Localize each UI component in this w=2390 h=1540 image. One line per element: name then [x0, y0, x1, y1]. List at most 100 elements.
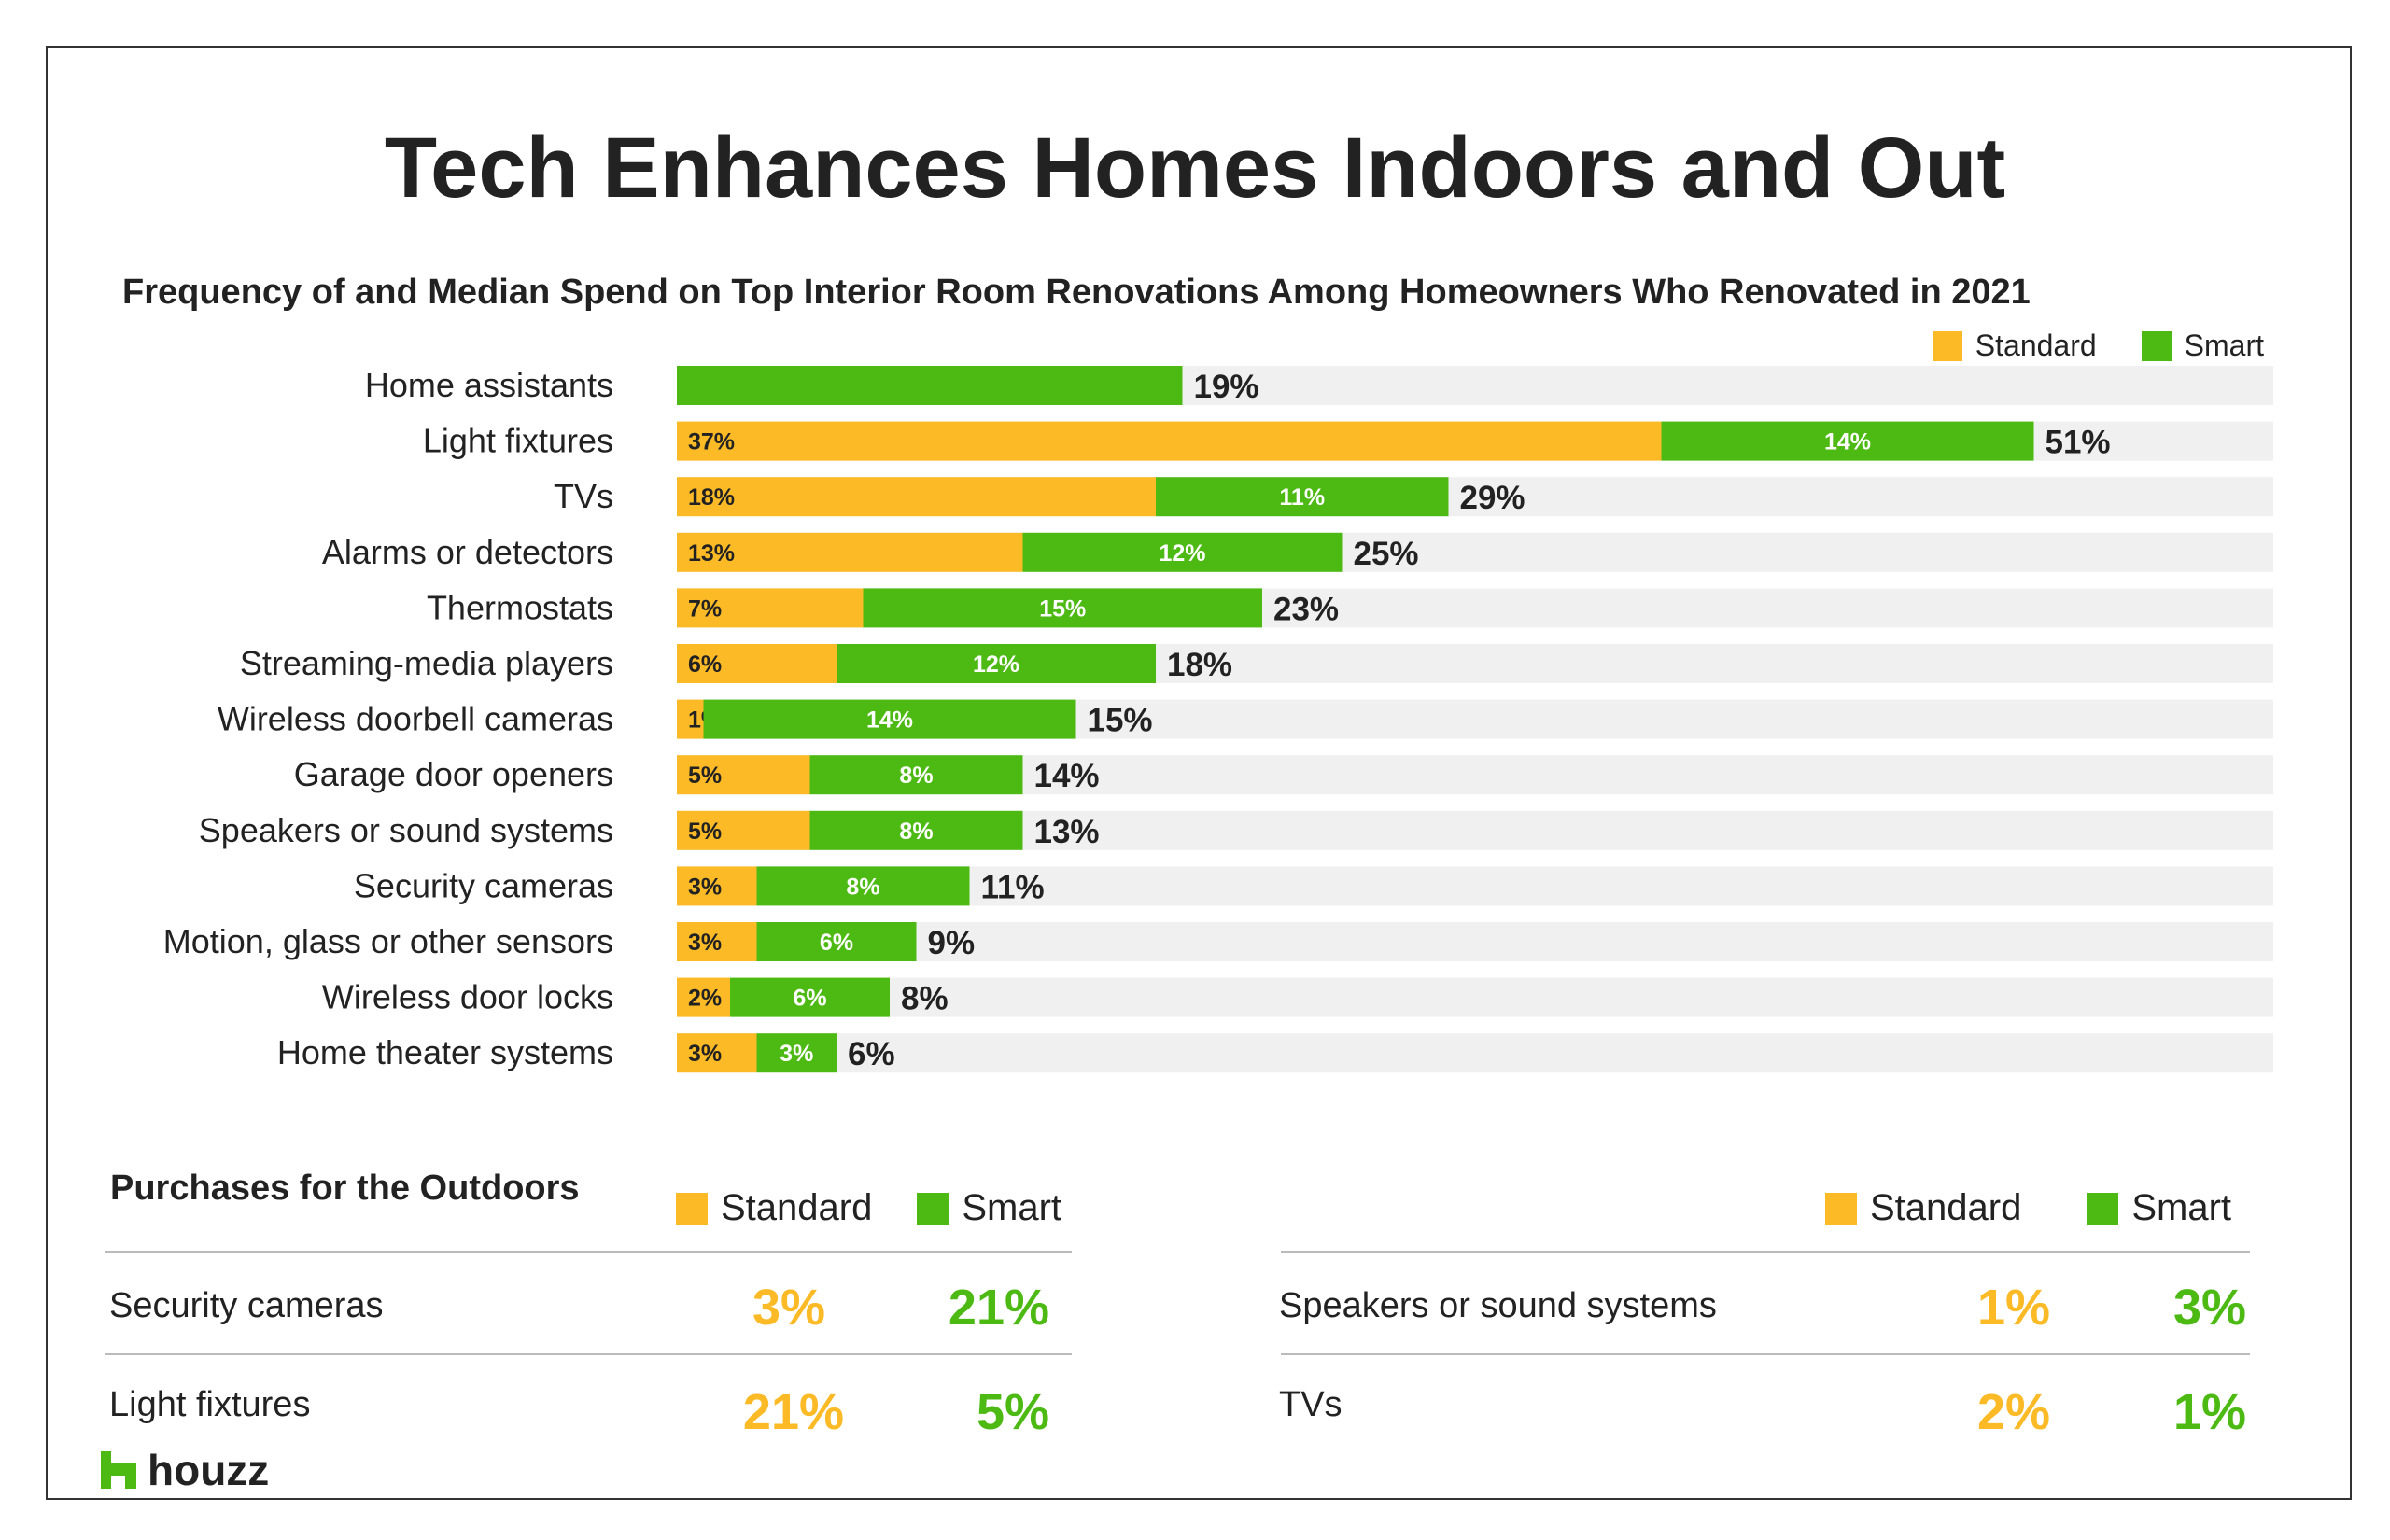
- bar-total-label: 11%: [981, 869, 1045, 905]
- bar-smart-label: 11%: [1279, 484, 1325, 511]
- outdoors-divider: [105, 1353, 1072, 1355]
- bar-standard-label: 18%: [688, 484, 735, 511]
- legend-label-smart: Smart: [962, 1187, 1062, 1228]
- category-label: Wireless doorbell cameras: [218, 700, 613, 738]
- outdoors-smart-value: 3%: [2172, 1280, 2246, 1336]
- bar-standard: [677, 699, 704, 739]
- bar-standard: [677, 810, 810, 850]
- bar-standard: [677, 588, 864, 628]
- bar-total-label: 18%: [1167, 647, 1232, 683]
- category-label: Alarms or detectors: [322, 533, 613, 571]
- outdoors-legend-left: Standard Smart: [676, 1187, 1061, 1229]
- outdoors-row-label: Light fixtures: [109, 1385, 311, 1424]
- bar-total-label: 14%: [1034, 758, 1100, 794]
- bar-standard-label: 5%: [688, 819, 722, 845]
- legend-swatch-standard: [676, 1192, 708, 1225]
- outdoors-divider: [1281, 1353, 2250, 1355]
- bar-total-label: 6%: [848, 1036, 895, 1072]
- bar-smart-label: 12%: [1159, 540, 1205, 567]
- bar-standard-label: 3%: [688, 874, 722, 900]
- bar-smart-label: 8%: [846, 874, 879, 900]
- bar-standard-label: 3%: [688, 930, 722, 956]
- bar-total-label: 23%: [1273, 591, 1339, 627]
- bar-standard-label: 7%: [688, 595, 722, 622]
- bar-standard: [677, 866, 757, 906]
- legend-item-smart: Smart: [2141, 329, 2264, 363]
- bar-smart-label: 15%: [1039, 595, 1086, 622]
- category-label: Home assistants: [365, 366, 613, 404]
- bar-smart: [703, 699, 1076, 739]
- outdoors-legend-standard-right: Standard: [1825, 1187, 2021, 1229]
- legend-label-standard: Standard: [1975, 329, 2097, 362]
- outdoors-row-label: Security cameras: [109, 1286, 384, 1325]
- bar-smart: [836, 644, 1156, 683]
- outdoors-standard-value: 1%: [1976, 1280, 2050, 1336]
- legend-label-standard: Standard: [1870, 1187, 2022, 1228]
- outdoors-legend-standard-left: Standard: [676, 1187, 872, 1229]
- bar-standard: [677, 1033, 757, 1073]
- bar-track: [677, 1033, 2273, 1073]
- outdoors-legend-smart-left: Smart: [917, 1187, 1061, 1229]
- outdoors-divider: [1281, 1251, 2250, 1253]
- outdoors-standard-value: 21%: [742, 1384, 844, 1440]
- bar-smart-label: 12%: [973, 651, 1019, 678]
- bar-total-label: 19%: [1194, 369, 1259, 405]
- bar-smart-label: 14%: [1824, 429, 1871, 455]
- bar-smart: [1661, 421, 2034, 461]
- bar-chart: Home assistants 19% Light fixtures 37% 14% 51…: [163, 366, 2273, 1073]
- outdoors-row-label: TVs: [1279, 1385, 1343, 1424]
- outdoors-standard-value: 3%: [752, 1280, 825, 1336]
- legend-swatch-standard: [1825, 1192, 1857, 1225]
- bar-total-label: 15%: [1088, 703, 1153, 739]
- bar-smart-label: 8%: [899, 819, 933, 845]
- bar-smart: [756, 1033, 836, 1073]
- legend-label-smart: Smart: [2184, 329, 2264, 362]
- bar-standard: [677, 922, 757, 961]
- bar-standard: [677, 532, 1023, 572]
- bar-smart: [1022, 532, 1343, 572]
- legend-label-smart: Smart: [2131, 1187, 2232, 1228]
- bar-total-label: 25%: [1354, 536, 1419, 572]
- bar-smart: [809, 755, 1023, 795]
- legend-swatch-smart: [2087, 1192, 2119, 1225]
- category-label: Speakers or sound systems: [199, 811, 613, 849]
- bar-standard-label: 3%: [688, 1041, 722, 1067]
- chart-subtitle: Frequency of and Median Spend on Top Int…: [122, 273, 2031, 312]
- bar-total-label: 29%: [1460, 480, 1525, 516]
- bar-total-label: 8%: [901, 981, 949, 1017]
- category-label: Home theater systems: [277, 1033, 613, 1071]
- outdoors-smart-value: 21%: [948, 1280, 1049, 1336]
- bar-standard-label: 2%: [688, 986, 722, 1012]
- houzz-logo: houzz: [101, 1445, 269, 1495]
- outdoors-row-label: Speakers or sound systems: [1279, 1286, 1717, 1325]
- houzz-logo-text: houzz: [148, 1446, 270, 1494]
- bar-total-label: 51%: [2046, 425, 2111, 461]
- category-label: Light fixtures: [423, 422, 613, 460]
- bar-standard-label: 5%: [688, 763, 722, 789]
- bar-smart-label: 6%: [820, 930, 853, 956]
- bar-total-label: 13%: [1034, 814, 1100, 850]
- bar-standard: [677, 977, 730, 1017]
- outdoors-standard-value: 2%: [1976, 1384, 2050, 1440]
- bar-smart-label: 6%: [793, 986, 826, 1012]
- bar-smart-label: 14%: [866, 707, 913, 734]
- bar-smart: [730, 977, 890, 1017]
- category-label: TVs: [554, 477, 613, 515]
- outdoors-title: Purchases for the Outdoors: [110, 1169, 580, 1208]
- legend-swatch-smart: [917, 1192, 949, 1225]
- category-label: Wireless door locks: [322, 978, 613, 1016]
- bar-smart-label: 3%: [780, 1041, 813, 1067]
- legend-swatch-smart: [2141, 330, 2172, 361]
- outdoors-divider: [105, 1251, 1072, 1253]
- bar-standard-label: 6%: [688, 651, 722, 678]
- chart-title: Tech Enhances Homes Indoors and Out: [384, 120, 2006, 216]
- legend-label-standard: Standard: [721, 1187, 873, 1228]
- outdoors-legend-smart-right: Smart: [2087, 1187, 2231, 1229]
- bar-smart: [756, 922, 917, 961]
- category-label: Security cameras: [354, 866, 613, 904]
- outdoors-legend-right: Standard Smart: [1825, 1187, 2231, 1229]
- category-label: Streaming-media players: [240, 644, 613, 682]
- bar-standard-label: 37%: [688, 429, 735, 455]
- houzz-logo-icon: [101, 1451, 136, 1489]
- bar-smart: [677, 366, 1183, 405]
